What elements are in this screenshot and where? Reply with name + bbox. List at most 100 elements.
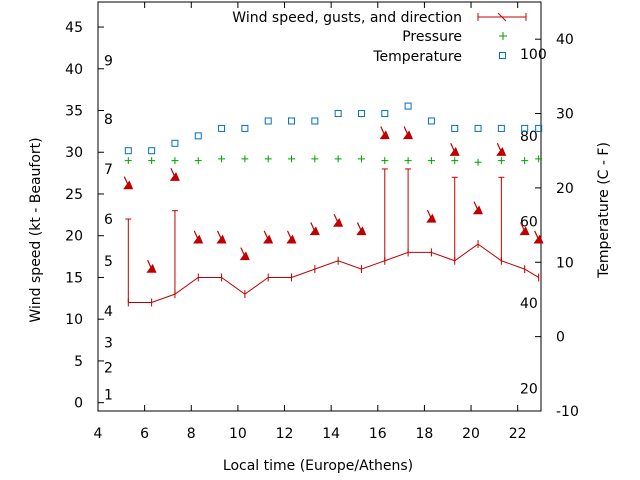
wind-direction-arrow — [123, 176, 134, 190]
pressure-point — [535, 155, 543, 163]
pressure-point — [427, 157, 435, 165]
temperature-point — [535, 124, 543, 132]
wind-direction-arrow — [472, 201, 483, 215]
data-layer — [123, 102, 544, 307]
pressure-point — [264, 155, 272, 163]
legend-label-wind: Wind speed, gusts, and direction — [232, 10, 462, 26]
wind-direction-arrow — [286, 230, 297, 244]
x-tick-label: 14 — [322, 426, 340, 442]
x-tick-label: 20 — [462, 426, 480, 442]
pressure-point — [241, 155, 249, 163]
beaufort-label: 1 — [104, 387, 113, 403]
wind-direction-arrow — [426, 209, 437, 223]
x-tick-label: 10 — [229, 426, 247, 442]
temperature-point — [218, 124, 226, 132]
y-tick-label: 0 — [74, 396, 83, 412]
fahrenheit-label: 80 — [520, 129, 538, 145]
wind-direction-arrow — [379, 126, 390, 140]
wind-direction-arrow — [169, 168, 180, 181]
wind-direction-arrow — [533, 230, 544, 244]
pressure-point — [218, 155, 226, 163]
temperature-point — [404, 102, 412, 110]
beaufort-label: 2 — [104, 361, 113, 377]
y-tick-label: 10 — [65, 312, 83, 328]
wind-direction-arrow — [239, 247, 250, 261]
legend-symbol-temperature — [499, 52, 506, 59]
y-tick-label: 25 — [65, 187, 83, 203]
pressure-point — [311, 155, 319, 163]
temperature-point — [451, 124, 459, 132]
temperature-point — [334, 110, 342, 118]
pressure-point — [288, 155, 296, 163]
temperature-point — [381, 110, 389, 118]
temperature-point — [427, 117, 435, 125]
legend-label-temperature: Temperature — [372, 49, 462, 65]
temperature-point — [194, 132, 202, 140]
temperature-point — [474, 124, 482, 132]
y-axis-label: Wind speed (kt - Beaufort) — [28, 137, 44, 322]
x-tick-label: 16 — [369, 426, 387, 442]
y-tick-label: 15 — [65, 270, 83, 286]
temperature-point — [357, 110, 365, 118]
y-tick-label: 20 — [65, 229, 83, 245]
y2-tick-label: 20 — [556, 181, 574, 197]
x-axis-label: Local time (Europe/Athens) — [223, 458, 413, 474]
pressure-point — [194, 157, 202, 165]
wind-direction-arrow — [519, 222, 530, 236]
wind-direction-arrow — [146, 259, 157, 273]
beaufort-label: 3 — [104, 336, 113, 352]
pressure-point — [474, 158, 482, 166]
pressure-point — [381, 157, 389, 165]
y-tick-label: 45 — [65, 20, 83, 36]
fahrenheit-label: 100 — [520, 47, 547, 63]
y-tick-label: 5 — [74, 354, 83, 370]
legend-symbol-pressure — [499, 32, 507, 40]
x-tick-label: 4 — [94, 426, 103, 442]
y2-tick-label: -10 — [556, 404, 579, 420]
y2-tick-label: 0 — [556, 330, 565, 346]
plot-border — [97, 1, 542, 412]
x-tick-label: 12 — [276, 426, 294, 442]
axes-layer — [97, 1, 542, 412]
wind-direction-arrow — [332, 213, 344, 227]
y-tick-label: 40 — [65, 62, 83, 78]
y2-tick-label: 10 — [556, 255, 574, 271]
y2-axis-label: Temperature (C - F) — [596, 142, 612, 279]
pressure-point — [124, 157, 132, 165]
wind-direction-arrow — [193, 230, 204, 244]
beaufort-label: 4 — [104, 304, 113, 320]
legend: Wind speed, gusts, and direction Pressur… — [232, 10, 527, 65]
temperature-point — [288, 117, 296, 125]
beaufort-label: 6 — [104, 212, 113, 228]
wind-direction-arrow — [496, 142, 507, 156]
pressure-point — [171, 157, 179, 165]
y2-tick-label: 40 — [556, 32, 574, 48]
legend-label-pressure: Pressure — [402, 29, 462, 45]
pressure-point — [404, 157, 412, 165]
temperature-point — [171, 139, 179, 147]
y-tick-label: 30 — [65, 145, 83, 161]
fahrenheit-label: 20 — [520, 382, 538, 398]
fahrenheit-label: 40 — [520, 296, 538, 312]
pressure-point — [497, 157, 505, 165]
pressure-point — [148, 157, 156, 165]
temperature-point — [124, 147, 132, 155]
wind-direction-arrow — [356, 222, 367, 236]
beaufort-label: 8 — [104, 112, 113, 128]
ticks-layer: 4 6 8 10 12 14 16 18 20 22051015202530354045-1001… — [65, 2, 579, 442]
pressure-point — [521, 157, 529, 165]
temperature-point — [241, 124, 249, 132]
x-tick-label: 18 — [416, 426, 434, 442]
wind-direction-arrow — [216, 230, 227, 244]
beaufort-label: 9 — [104, 53, 113, 69]
wind-direction-arrow — [402, 126, 414, 140]
pressure-point — [357, 155, 365, 163]
wind-speed-line — [128, 243, 539, 303]
legend-symbol-wind — [477, 12, 527, 22]
beaufort-label: 5 — [104, 254, 113, 270]
beaufort-label: 7 — [104, 162, 113, 178]
wind-direction-arrow — [449, 142, 460, 156]
y-tick-label: 35 — [65, 104, 83, 120]
pressure-point — [334, 155, 342, 163]
